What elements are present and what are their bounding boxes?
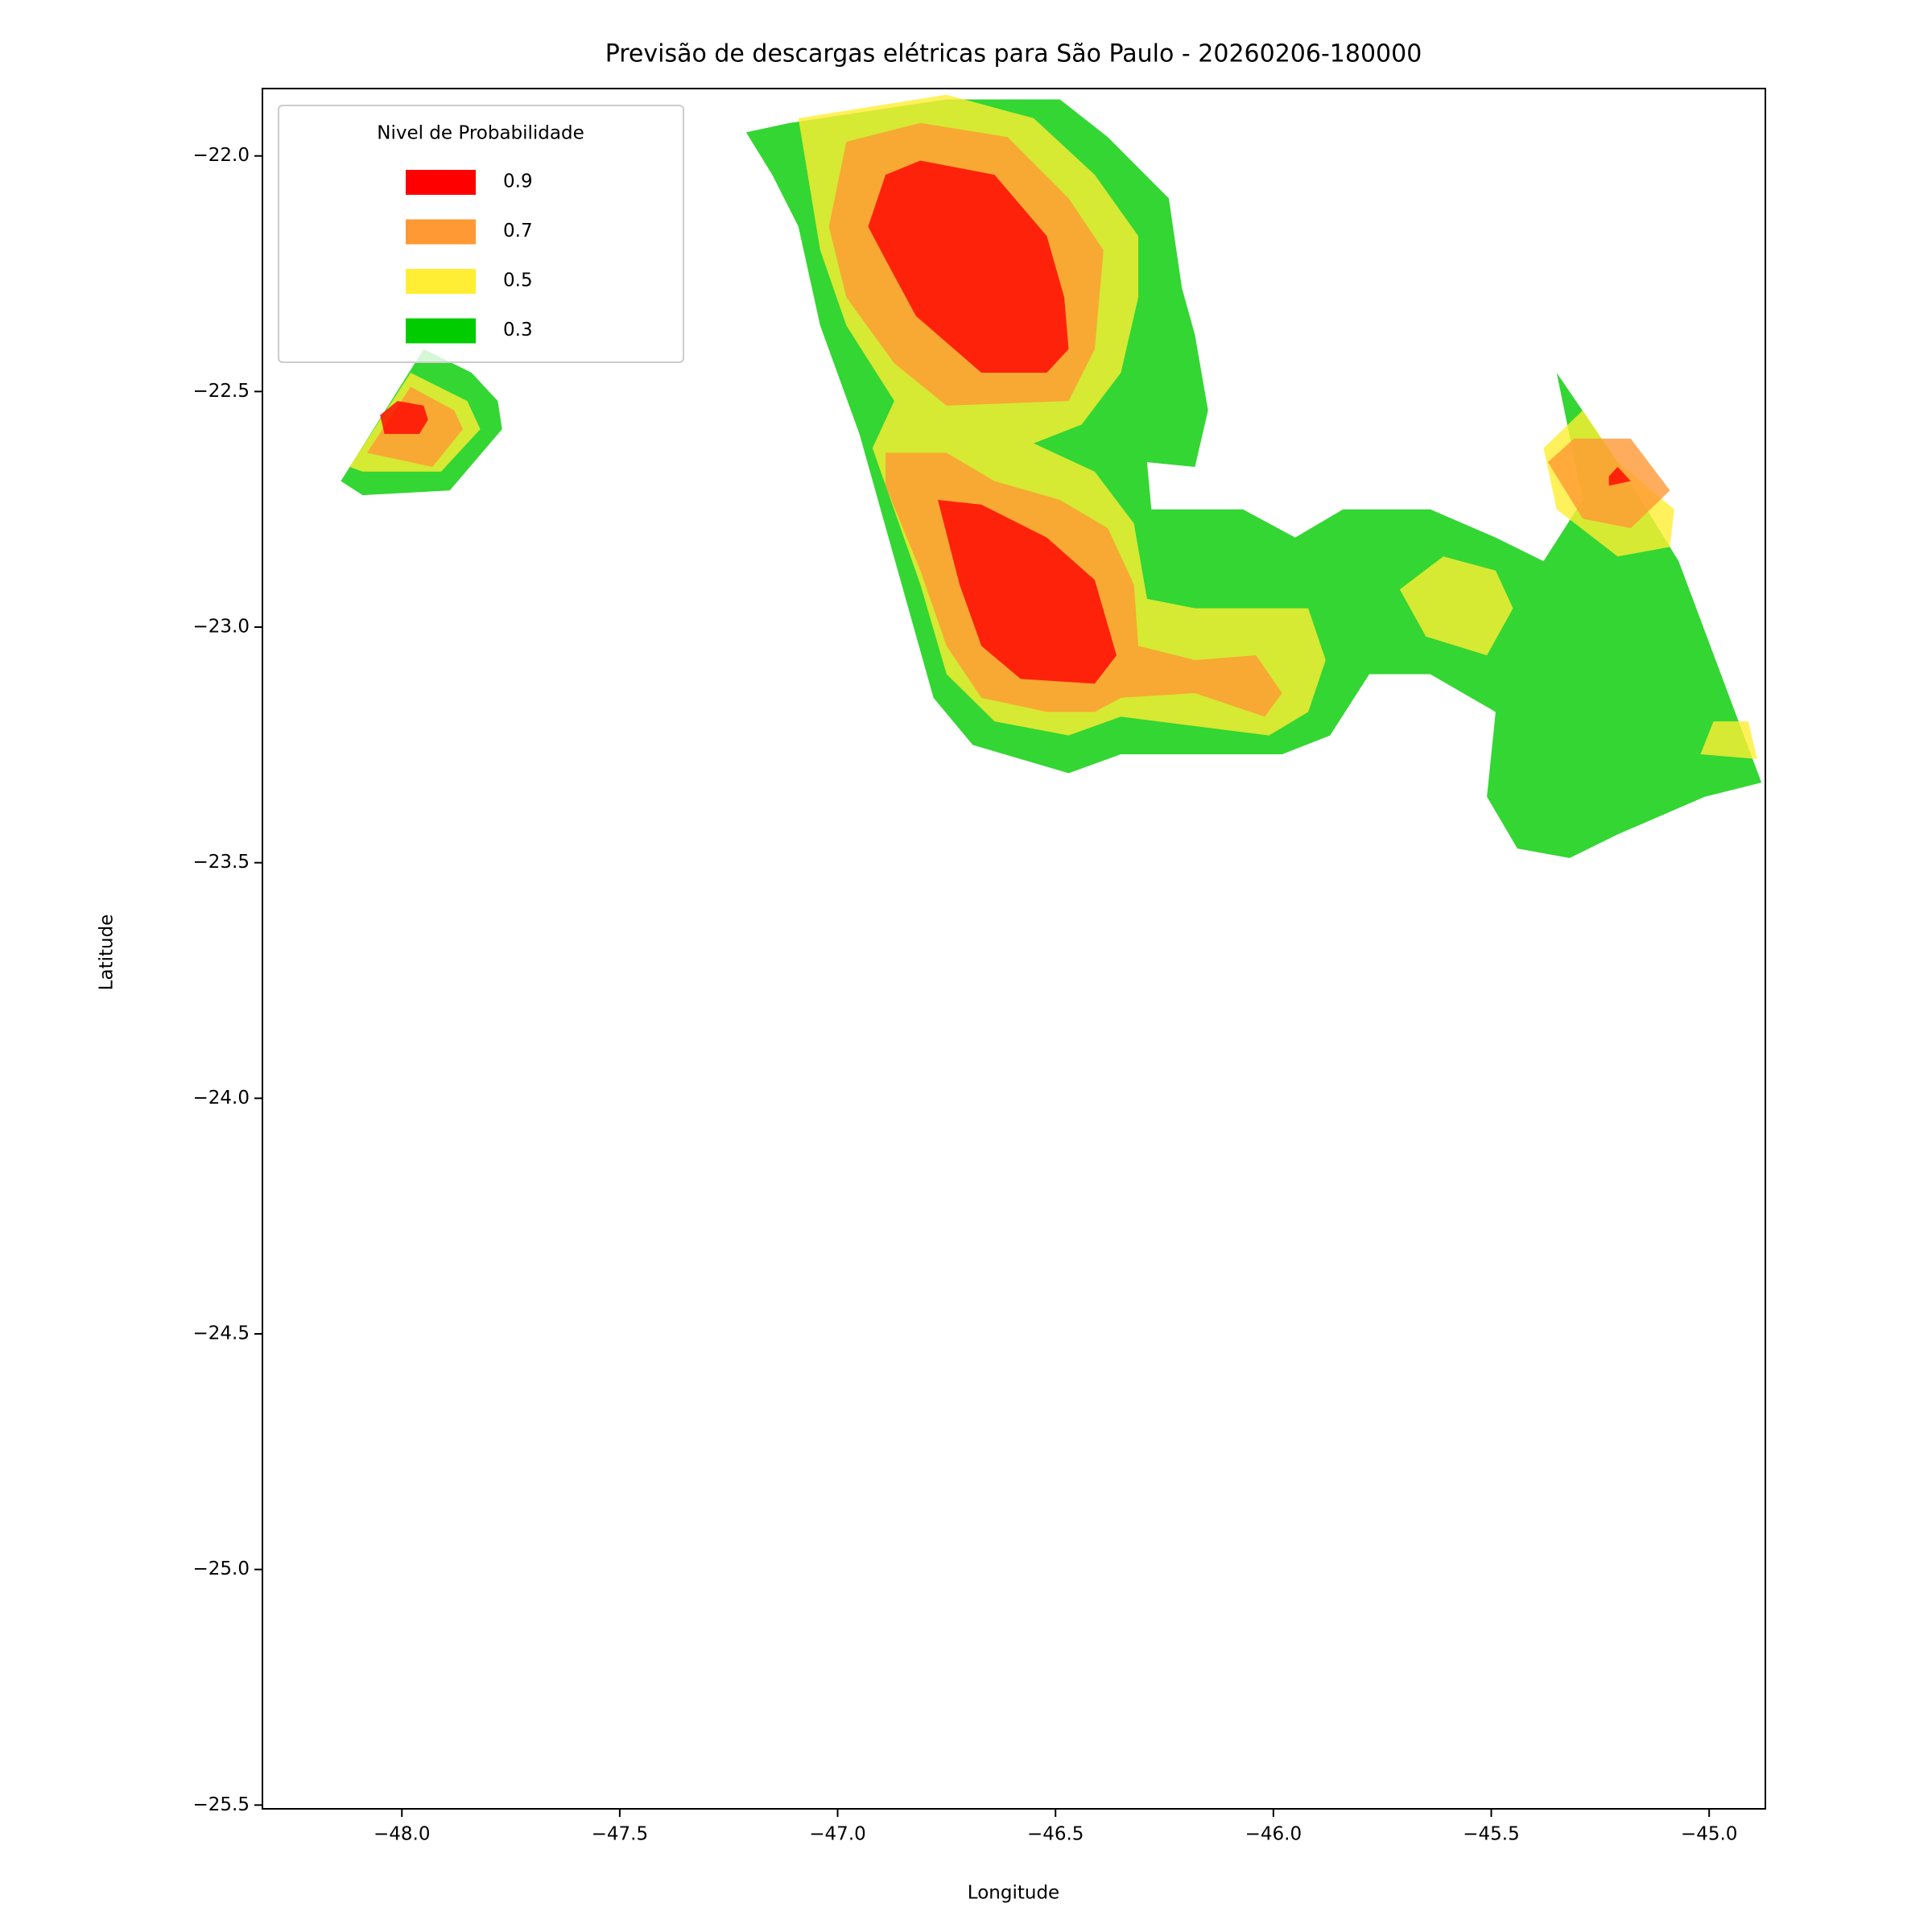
- y-axis-label: Latitude: [97, 914, 118, 991]
- contour-region: [938, 499, 1117, 684]
- axes-frame: [262, 88, 1766, 1810]
- legend-label: 0.3: [503, 320, 533, 341]
- legend-label: 0.5: [503, 270, 533, 291]
- legend-swatch: [406, 318, 476, 344]
- y-tick-label: −25.5: [193, 1794, 250, 1815]
- x-tick-label: −46.5: [1027, 1824, 1084, 1845]
- y-tick-label: −23.0: [193, 617, 250, 638]
- contour-region: [380, 401, 428, 435]
- y-tick-label: −25.0: [193, 1558, 250, 1579]
- x-tick-label: −45.0: [1681, 1824, 1737, 1845]
- y-tick-label: −23.5: [193, 852, 250, 873]
- x-tick-label: −47.5: [592, 1824, 648, 1845]
- x-tick-label: −47.0: [809, 1824, 865, 1845]
- legend-title: Nivel de Probabilidade: [377, 123, 584, 144]
- contour-region: [1399, 556, 1513, 656]
- legend-box: [278, 105, 684, 363]
- contour-region: [1700, 721, 1757, 759]
- x-tick-label: −48.0: [374, 1824, 430, 1845]
- y-tick-label: −24.0: [193, 1088, 250, 1108]
- legend-label: 0.9: [503, 171, 533, 192]
- y-tick-label: −22.0: [193, 145, 250, 166]
- legend-label: 0.7: [503, 221, 533, 242]
- chart-title: Previsão de descargas elétricas para São…: [605, 40, 1422, 68]
- legend-swatch: [406, 170, 476, 195]
- y-tick-label: −22.5: [193, 381, 250, 402]
- x-tick-label: −46.0: [1245, 1824, 1302, 1845]
- legend-swatch: [406, 269, 476, 294]
- legend: Nivel de Probabilidade 0.9 0.7 0.5 0.3: [278, 105, 684, 363]
- contour-region: [868, 160, 1069, 373]
- contour-region: [1608, 467, 1631, 486]
- x-axis-label: Longitude: [968, 1883, 1059, 1904]
- legend-swatch: [406, 219, 476, 245]
- plot-area: [341, 94, 1762, 858]
- x-tick-label: −45.5: [1463, 1824, 1519, 1845]
- y-tick-label: −24.5: [193, 1323, 250, 1344]
